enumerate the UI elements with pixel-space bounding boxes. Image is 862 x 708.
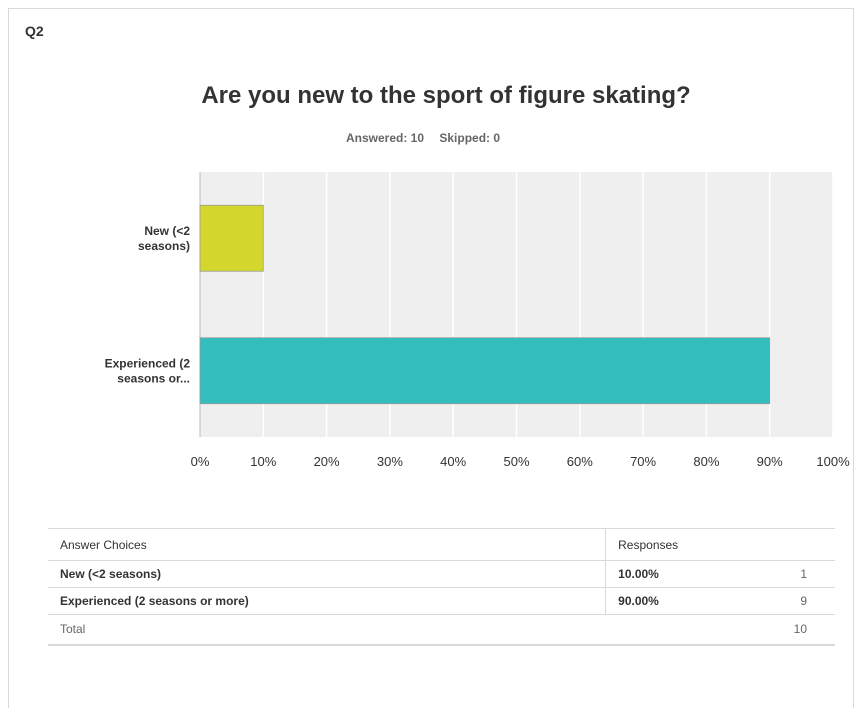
bar — [199, 337, 771, 405]
table-row: Experienced (2 seasons or more) 90.00% 9 — [48, 587, 835, 615]
x-tick-label: 80% — [693, 454, 719, 469]
row-count: 1 — [781, 560, 835, 588]
question-number: Q2 — [25, 23, 44, 39]
skipped-count: Skipped: 0 — [439, 131, 501, 145]
x-tick-label: 70% — [630, 454, 656, 469]
x-tick-label: 40% — [440, 454, 466, 469]
x-tick-label: 50% — [503, 454, 529, 469]
x-tick-label: 10% — [250, 454, 276, 469]
category-label: seasons or... — [117, 371, 190, 385]
category-label: New (<2 — [144, 224, 190, 238]
x-tick-label: 60% — [567, 454, 593, 469]
x-tick-label: 100% — [816, 454, 850, 469]
category-label: Experienced (2 — [105, 356, 191, 370]
table-total-row: Total 10 — [48, 614, 835, 646]
x-tick-label: 20% — [314, 454, 340, 469]
total-count: 10 — [781, 614, 835, 646]
category-label: seasons) — [138, 239, 190, 253]
question-title: Are you new to the sport of figure skati… — [201, 82, 691, 109]
x-tick-label: 0% — [191, 454, 210, 469]
answered-count: Answered: 10 — [346, 131, 425, 145]
bar — [199, 204, 264, 272]
x-tick-label: 30% — [377, 454, 403, 469]
table-header-row: Answer Choices Responses — [48, 528, 835, 561]
row-choice: Experienced (2 seasons or more) — [48, 587, 606, 615]
row-count: 9 — [781, 587, 835, 615]
responses-table: Answer Choices Responses New (<2 seasons… — [48, 528, 835, 646]
x-tick-label: 90% — [757, 454, 783, 469]
row-choice: New (<2 seasons) — [48, 560, 606, 588]
total-label: Total — [48, 614, 782, 646]
row-percent: 10.00% — [605, 560, 782, 588]
row-percent: 90.00% — [605, 587, 782, 615]
header-answer-choices: Answer Choices — [48, 528, 606, 561]
table-row: New (<2 seasons) 10.00% 1 — [48, 560, 835, 588]
header-responses: Responses — [605, 528, 835, 561]
response-stats: Answered: 10 Skipped: 0 — [346, 131, 512, 145]
